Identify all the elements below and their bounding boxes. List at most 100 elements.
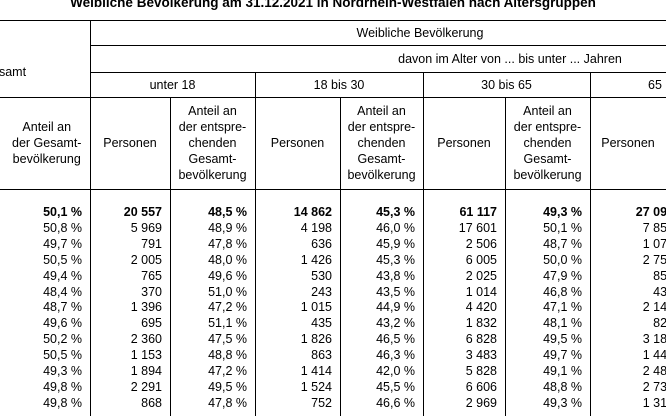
table-cell: 850 — [653, 268, 666, 283]
table-cell: 50,5 % — [43, 348, 82, 363]
table-cell: 868 — [141, 395, 162, 410]
table-cell: 1 524 — [300, 379, 332, 394]
table-cell: 48,8 % — [208, 348, 247, 363]
table-cell: 2 142 — [642, 300, 666, 315]
table-cell: 5 969 — [130, 220, 162, 235]
table-cell: 44,9 % — [376, 300, 415, 315]
table-cell: 50,1 % — [543, 220, 582, 235]
table-cell: 49,5 % — [208, 379, 247, 394]
table-cell: 48,7 % — [543, 236, 582, 251]
table-cell: 49,8 % — [43, 395, 82, 410]
table-cell: 243 — [311, 284, 332, 299]
table-cell: 863 — [311, 348, 332, 363]
table-cell: 1 014 — [465, 284, 497, 299]
table-cell: 5 828 — [465, 364, 497, 378]
table-cell: 47,1 % — [543, 300, 582, 315]
age-group: 65 — [648, 78, 662, 92]
column-header: Personen — [270, 136, 325, 150]
table-cell: 50,2 % — [43, 332, 82, 347]
table-cell: 48,4 % — [43, 284, 82, 299]
table-cell: 46,0 % — [376, 220, 415, 235]
table-cell: 2 485 — [642, 364, 666, 378]
table-cell: 695 — [141, 316, 162, 331]
table-cell: 49,3 % — [43, 364, 82, 378]
table-cell: 45,3 % — [376, 205, 415, 219]
age-group: 18 bis 30 — [313, 78, 365, 92]
table-cell: 2 750 — [642, 252, 666, 267]
column-header: Anteil an der entspre- chenden Gesamt- b… — [347, 104, 416, 182]
table-cell: 20 557 — [123, 205, 162, 219]
table-cell: 2 005 — [130, 252, 162, 267]
table-cell: 43,8 % — [376, 268, 415, 283]
table-cell: 2 733 — [642, 379, 666, 394]
table-cell: 47,9 % — [543, 268, 582, 283]
table-cell: 4 198 — [300, 220, 332, 235]
table-cell: 47,8 % — [208, 395, 247, 410]
table-cell: 49,3 % — [543, 205, 582, 219]
table-cell: 1 894 — [130, 364, 162, 378]
table-cell: 45,9 % — [376, 236, 415, 251]
table-cell: 27 098 — [635, 205, 666, 219]
table-cell: 50,0 % — [543, 252, 582, 267]
table-cell: 791 — [141, 236, 162, 251]
table-cell: 50,8 % — [43, 220, 82, 235]
table-cell: 48,1 % — [543, 316, 582, 331]
table-cell: 49,8 % — [43, 379, 82, 394]
table-cell: 6 005 — [465, 252, 497, 267]
table-cell: 1 153 — [130, 348, 162, 363]
column-header: Anteil an der entspre- chenden Gesamt- b… — [178, 104, 247, 182]
table-cell: 50,1 % — [43, 205, 82, 219]
table-cell: 437 — [653, 284, 666, 299]
table-cell: 49,7 % — [43, 236, 82, 251]
table-cell: 752 — [311, 395, 332, 410]
table-cell: 6 828 — [465, 332, 497, 347]
table-cell: 51,0 % — [208, 284, 247, 299]
column-header: Personen — [437, 136, 491, 150]
table-cell: 43,2 % — [376, 316, 415, 331]
table-cell: 2 360 — [130, 332, 162, 347]
table-cell: 7 858 — [642, 220, 666, 235]
table-cell: 47,5 % — [208, 332, 247, 347]
column-header: Personen — [103, 136, 157, 150]
table-cell: 49,1 % — [543, 364, 582, 378]
table-cell: 46,8 % — [543, 284, 582, 299]
table-cell: 530 — [311, 268, 332, 283]
table-cell: 765 — [141, 268, 162, 283]
table-cell: 370 — [141, 284, 162, 299]
table-cell: 1 396 — [130, 300, 162, 315]
table-cell: 2 506 — [465, 236, 497, 251]
table-cell: 49,7 % — [543, 348, 582, 363]
table-cell: 1 426 — [300, 252, 332, 267]
table-cell: 49,6 % — [208, 268, 247, 283]
table-cell: 61 117 — [459, 205, 497, 219]
table-cell: 46,3 % — [376, 348, 415, 363]
table-cell: 1 444 — [642, 348, 666, 363]
table-cell: 1 414 — [300, 364, 332, 378]
table-cell: 45,3 % — [376, 252, 415, 267]
table-cell: 51,1 % — [208, 316, 247, 331]
table-cell: 47,2 % — [208, 300, 247, 315]
table-cell: 49,6 % — [43, 316, 82, 331]
table-cell: 46,5 % — [376, 332, 415, 347]
table-cell: 6 606 — [465, 379, 497, 394]
table-cell: 3 483 — [465, 348, 497, 363]
table-cell: 43,5 % — [376, 284, 415, 299]
table-cell: 48,9 % — [208, 220, 247, 235]
age-group: unter 18 — [149, 78, 196, 92]
table-cell: 48,0 % — [208, 252, 247, 267]
table-cell: 2 025 — [465, 268, 497, 283]
column-header: Personen — [601, 136, 655, 150]
header-left: esamt — [0, 65, 27, 79]
table-cell: 1 015 — [300, 300, 332, 315]
table-cell: 47,8 % — [208, 236, 247, 251]
age-group: 30 bis 65 — [481, 78, 532, 92]
table-cell: 49,4 % — [43, 268, 82, 283]
header-subgroup: davon im Alter von ... bis unter ... Jah… — [398, 52, 622, 66]
header-group: Weibliche Bevölkerung — [356, 26, 484, 40]
title: Weibliche Bevölkerung am 31.12.2021 in N… — [70, 0, 596, 10]
table-cell: 3 184 — [642, 332, 666, 347]
table-cell: 435 — [311, 316, 332, 331]
table-cell: 1 071 — [642, 236, 666, 251]
